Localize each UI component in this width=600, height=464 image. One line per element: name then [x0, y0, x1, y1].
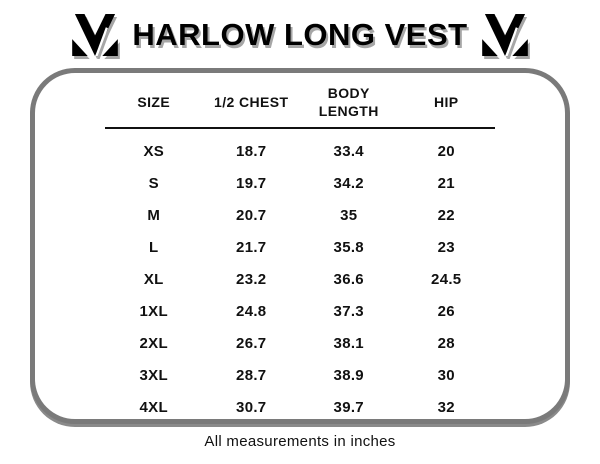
table-cell: 38.9	[333, 366, 364, 384]
table-cell: L	[149, 238, 159, 256]
table-header-row: SIZE 1/2 CHEST BODY LENGTH HIP	[105, 81, 495, 129]
table-row: S 19.7 34.2 21	[105, 167, 495, 199]
table-cell: 2XL	[139, 334, 168, 352]
table-header: SIZE 1/2 CHEST BODY LENGTH HIP	[105, 81, 495, 129]
table-cell: S	[148, 174, 159, 192]
table-cell: 1XL	[139, 302, 168, 320]
size-chart-table-body: XS 18.7 33.4 20 S 19.7 34.2 21 M 20.7 35 22 L 21.7 35.…	[105, 128, 495, 419]
table-cell: 33.4	[333, 142, 364, 160]
table-cell: 32	[437, 398, 455, 416]
table-cell: 23.2	[236, 270, 267, 288]
table-cell: 21.7	[236, 238, 267, 256]
table-cell: M	[147, 206, 161, 224]
table-cell: 38.1	[333, 334, 364, 352]
table-cell: 30	[437, 366, 455, 384]
table-row: M 20.7 35 22	[105, 199, 495, 231]
table-cell: 34.2	[333, 174, 364, 192]
table-row: 1XL 24.8 37.3 26	[105, 295, 495, 327]
table-row: L 21.7 35.8 23	[105, 231, 495, 263]
brand-m-logo-icon	[481, 14, 528, 56]
size-chart-frame: SIZE 1/2 CHEST BODY LENGTH HIP XS 18.7 33.…	[30, 68, 570, 424]
header: HARLOW LONG VEST	[0, 0, 600, 66]
table-cell: 28	[437, 334, 455, 352]
table-cell: 21	[437, 174, 455, 192]
page-title: HARLOW LONG VEST	[132, 17, 468, 52]
size-chart-table: SIZE 1/2 CHEST BODY LENGTH HIP XS 18.7 33.…	[105, 81, 495, 419]
table-cell: 26.7	[236, 334, 267, 352]
table-cell: 20.7	[236, 206, 267, 224]
column-header-half-chest: 1/2 CHEST	[202, 81, 300, 129]
table-row: 4XL 30.7 39.7 32	[105, 391, 495, 419]
column-header-body-length-label: BODY LENGTH	[318, 85, 379, 119]
table-cell: 35	[340, 206, 358, 224]
brand-m-logo-icon	[72, 14, 119, 56]
table-row: XS 18.7 33.4 20	[105, 128, 495, 167]
table-cell: 26	[437, 302, 455, 320]
table-cell: 36.6	[333, 270, 364, 288]
table-cell: 24.8	[236, 302, 267, 320]
table-cell: 20	[437, 142, 455, 160]
table-cell: 19.7	[236, 174, 267, 192]
table-row: 2XL 26.7 38.1 28	[105, 327, 495, 359]
table-cell: XS	[143, 142, 165, 160]
table-cell: 4XL	[139, 398, 168, 416]
table-cell: 23	[437, 238, 455, 256]
table-row: XL 23.2 36.6 24.5	[105, 263, 495, 295]
column-header-body-length: BODY LENGTH	[300, 81, 398, 129]
table-cell: 39.7	[333, 398, 364, 416]
table-cell: 30.7	[236, 398, 267, 416]
table-cell: 3XL	[139, 366, 168, 384]
table-row: 3XL 28.7 38.9 30	[105, 359, 495, 391]
table-cell: 22	[437, 206, 455, 224]
table-cell: 35.8	[333, 238, 364, 256]
column-header-hip: HIP	[397, 81, 495, 129]
table-cell: 37.3	[333, 302, 364, 320]
column-header-size: SIZE	[105, 81, 203, 129]
table-cell: XL	[143, 270, 164, 288]
measurement-unit-note: All measurements in inches	[204, 433, 396, 450]
table-cell: 28.7	[236, 366, 267, 384]
table-cell: 18.7	[236, 142, 267, 160]
table-cell: 24.5	[431, 270, 462, 288]
